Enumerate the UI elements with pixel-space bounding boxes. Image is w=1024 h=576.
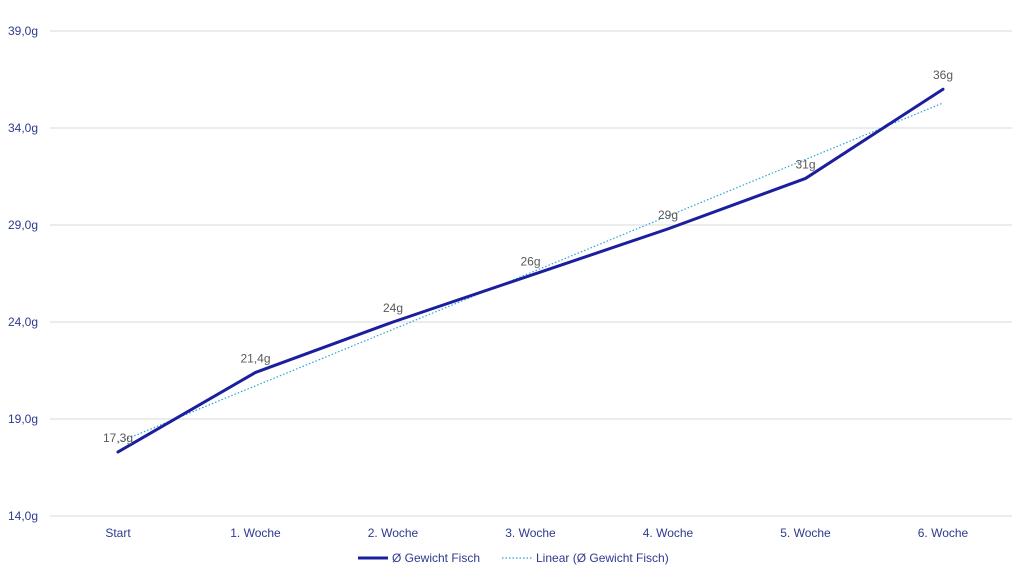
series-lines <box>116 87 945 454</box>
y-tick-label: 24,0g <box>8 315 38 329</box>
x-tick-label: 1. Woche <box>230 526 281 540</box>
series-line <box>116 87 945 454</box>
y-tick-label: 34,0g <box>8 121 38 135</box>
data-label: 17,3g <box>103 431 133 445</box>
data-label: 26g <box>520 254 540 268</box>
y-tick-label: 19,0g <box>8 412 38 426</box>
x-tick-label: 6. Woche <box>918 526 969 540</box>
legend-label-series: Ø Gewicht Fisch <box>392 551 480 565</box>
y-axis-ticks: 14,0g 19,0g 24,0g 29,0g 34,0g 39,0g <box>8 24 38 523</box>
x-tick-label: 4. Woche <box>643 526 694 540</box>
data-label: 21,4g <box>240 351 270 365</box>
data-label: 24g <box>383 301 403 315</box>
trendline <box>117 102 944 444</box>
data-label: 36g <box>933 68 953 82</box>
legend: Ø Gewicht Fisch Linear (Ø Gewicht Fisch) <box>358 551 669 565</box>
y-tick-label: 14,0g <box>8 509 38 523</box>
data-label: 29g <box>658 208 678 222</box>
y-tick-label: 39,0g <box>8 24 38 38</box>
legend-label-trendline: Linear (Ø Gewicht Fisch) <box>536 551 669 565</box>
gridlines <box>50 30 1012 517</box>
data-label: 31g <box>795 157 815 171</box>
x-tick-label: 3. Woche <box>505 526 556 540</box>
x-tick-label: 5. Woche <box>780 526 831 540</box>
y-tick-label: 29,0g <box>8 218 38 232</box>
x-tick-label: 2. Woche <box>368 526 419 540</box>
x-tick-label: Start <box>105 526 131 540</box>
x-axis-ticks: Start 1. Woche 2. Woche 3. Woche 4. Woche 5. … <box>105 526 968 540</box>
data-labels: 17,3g 21,4g 24g 26g 29g 31g 36g <box>103 68 953 445</box>
